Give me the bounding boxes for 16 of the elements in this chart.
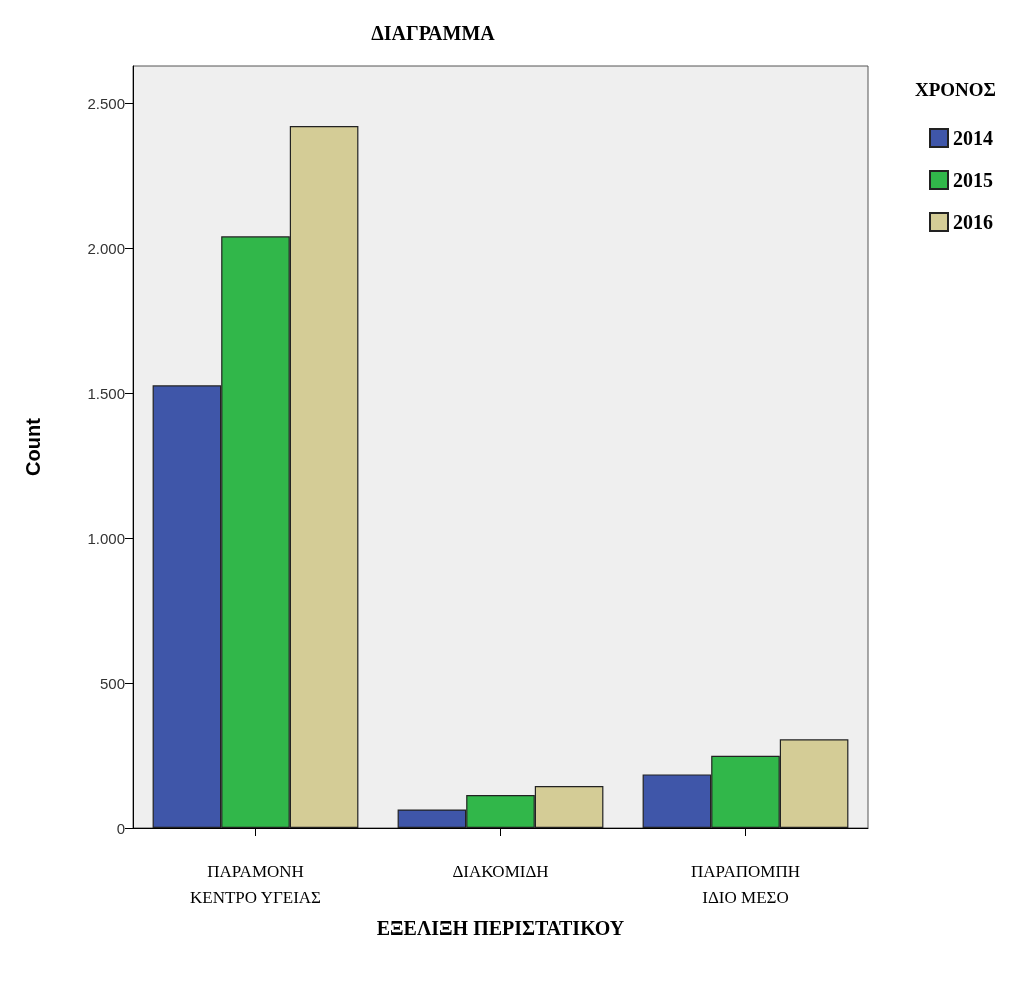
y-tick-label: 0 [116, 819, 125, 837]
x-tick-label: ΠΑΡΑΠΟΜΠΗ ΙΔΙΟ ΜΕΣΟ [691, 861, 800, 907]
y-tick-label: 1.000 [87, 529, 125, 547]
chart-title: ΔΙΑΓΡΑΜΜΑ [371, 22, 496, 44]
y-tick-label: 2.000 [87, 240, 125, 258]
legend-label: 2015 [953, 169, 993, 191]
x-tick-label: ΔΙΑΚΟΜΙΔΗ [452, 861, 549, 881]
legend-label: 2016 [953, 211, 993, 233]
legend-title: ΧΡΟΝΟΣ [914, 79, 996, 100]
x-tick-label: ΠΑΡΑΜΟΝΗ ΚΕΝΤΡΟ ΥΓΕΙΑΣ [190, 861, 322, 907]
y-tick-label: 2.500 [87, 95, 125, 113]
y-tick-label: 500 [99, 674, 125, 692]
y-tick-label: 1.500 [87, 384, 125, 402]
x-axis-title: ΕΞΕΛΙΞΗ ΠΕΡΙΣΤΑΤΙΚΟΥ [376, 917, 625, 939]
legend-label: 2014 [953, 127, 993, 149]
y-axis-title: Count [22, 417, 44, 476]
